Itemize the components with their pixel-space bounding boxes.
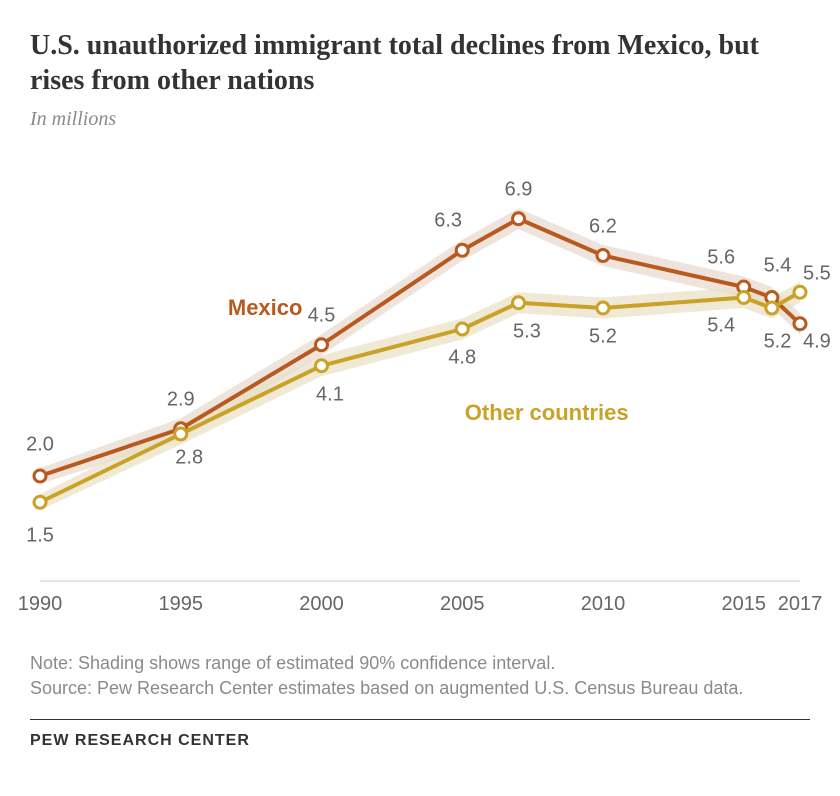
data-point-label: 4.5 [308,304,336,327]
data-point-label: 5.4 [707,315,735,338]
x-tick-label: 2017 [778,593,823,616]
chart-title: U.S. unauthorized immigrant total declin… [30,28,810,98]
x-tick-label: 2015 [721,593,766,616]
data-point-label: 5.5 [803,262,831,285]
footer-brand: PEW RESEARCH CENTER [30,732,810,750]
data-point-label: 5.2 [764,331,792,354]
data-point-label: 6.2 [589,215,617,238]
x-tick-label: 1995 [158,593,203,616]
x-tick-label: 2005 [440,593,485,616]
data-point-label: 2.0 [26,433,54,456]
data-point-label: 5.4 [764,255,792,278]
series-label-mexico: Mexico [228,295,303,321]
data-point-label: 4.9 [803,331,831,354]
data-point-label: 5.6 [707,247,735,270]
data-point-label: 6.9 [505,178,533,201]
note-line-2: Source: Pew Research Center estimates ba… [30,676,810,701]
footer-divider [30,719,810,720]
chart-subtitle: In millions [30,108,810,131]
data-point-label: 4.8 [448,346,476,369]
x-tick-label: 1990 [18,593,63,616]
chart-overlay: 19901995200020052010201520172.02.94.56.3… [30,151,810,631]
data-point-label: 5.3 [513,320,541,343]
data-point-label: 2.9 [167,388,195,411]
data-point-label: 1.5 [26,525,54,548]
data-point-label: 6.3 [434,210,462,233]
data-point-label: 4.1 [316,383,344,406]
series-label-other-countries: Other countries [465,400,629,426]
chart-notes: Note: Shading shows range of estimated 9… [30,651,810,701]
x-tick-label: 2010 [581,593,626,616]
note-line-1: Note: Shading shows range of estimated 9… [30,651,810,676]
data-point-label: 2.8 [175,446,203,469]
x-tick-label: 2000 [299,593,344,616]
data-point-label: 5.2 [589,325,617,348]
chart-area: 19901995200020052010201520172.02.94.56.3… [30,151,810,631]
